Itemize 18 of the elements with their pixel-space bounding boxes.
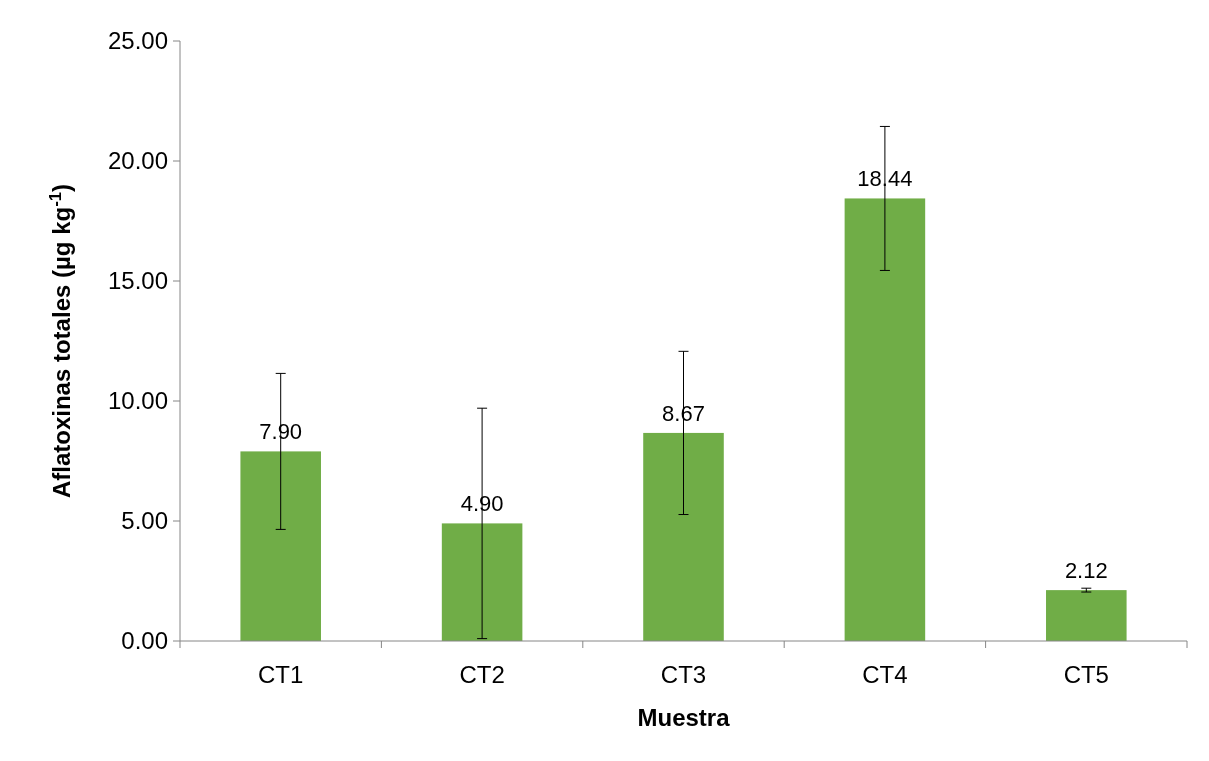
x-tick-label: CT2 <box>459 661 505 688</box>
y-tick-label: 5.00 <box>121 507 168 535</box>
y-tick-label: 10.00 <box>107 387 168 415</box>
y-tick-label: 20.00 <box>107 147 168 175</box>
x-tick-label: CT3 <box>660 661 707 688</box>
x-tick-label: CT5 <box>1063 661 1109 688</box>
data-label: 2.12 <box>1064 558 1108 584</box>
bar <box>643 432 724 641</box>
y-tick-label: 0.00 <box>121 627 168 655</box>
bar <box>240 451 321 641</box>
x-tick-label: CT4 <box>862 661 908 688</box>
y-tick-label: 15.00 <box>107 267 168 295</box>
bar <box>441 523 523 641</box>
bar <box>1046 590 1127 641</box>
x-tick-label: CT1 <box>258 661 304 688</box>
x-axis-title: Muestra <box>637 704 731 731</box>
y-tick-label: 25.00 <box>107 27 168 55</box>
bar <box>844 198 926 641</box>
